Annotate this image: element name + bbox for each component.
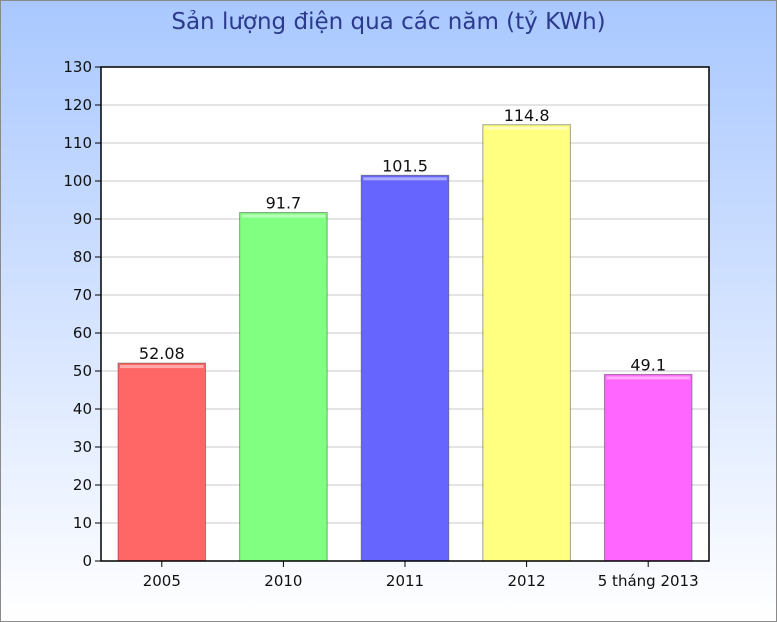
x-tick-label: 2005 <box>143 572 181 590</box>
bar-highlight <box>606 376 690 380</box>
bar <box>360 174 450 562</box>
y-tick-label: 110 <box>63 134 92 152</box>
bar <box>239 212 328 562</box>
y-tick-label: 90 <box>73 210 92 228</box>
bar <box>482 124 571 562</box>
bar-highlight <box>120 365 204 369</box>
data-label: 114.8 <box>504 106 550 125</box>
y-tick-label: 60 <box>73 324 92 342</box>
y-tick-label: 100 <box>63 172 92 190</box>
data-label: 52.08 <box>139 344 185 363</box>
x-tick-label: 5 tháng 2013 <box>598 572 699 590</box>
y-axis: 0 10 20 30 40 50 60 70 80 90 100 110 120 130 <box>63 58 101 570</box>
y-tick-label: 70 <box>73 286 92 304</box>
bar <box>603 373 693 562</box>
y-tick-label: 130 <box>63 58 92 76</box>
bar-highlight <box>363 177 447 181</box>
y-tick-label: 30 <box>73 438 92 456</box>
x-tick-label: 2010 <box>264 572 302 590</box>
x-tick-label: 2012 <box>508 572 546 590</box>
bar-highlight <box>241 214 326 218</box>
data-label: 49.1 <box>630 355 666 374</box>
y-tick-label: 80 <box>73 248 92 266</box>
x-axis: 2005 2010 2011 2012 5 tháng 2013 <box>143 561 699 590</box>
data-label: 91.7 <box>266 194 302 213</box>
data-label: 101.5 <box>382 156 428 175</box>
bars: 52.08 91.7 101.5 114.8 49.1 <box>117 106 693 562</box>
bar <box>117 362 207 562</box>
y-tick-label: 40 <box>73 400 92 418</box>
y-tick-label: 50 <box>73 362 92 380</box>
bar-highlight <box>484 126 569 130</box>
y-tick-label: 120 <box>63 96 92 114</box>
y-tick-label: 20 <box>73 476 92 494</box>
chart-title: Sản lượng điện qua các năm (tỷ KWh) <box>171 9 606 35</box>
y-tick-label: 10 <box>73 514 92 532</box>
x-tick-label: 2011 <box>386 572 424 590</box>
y-tick-label: 0 <box>82 552 92 570</box>
